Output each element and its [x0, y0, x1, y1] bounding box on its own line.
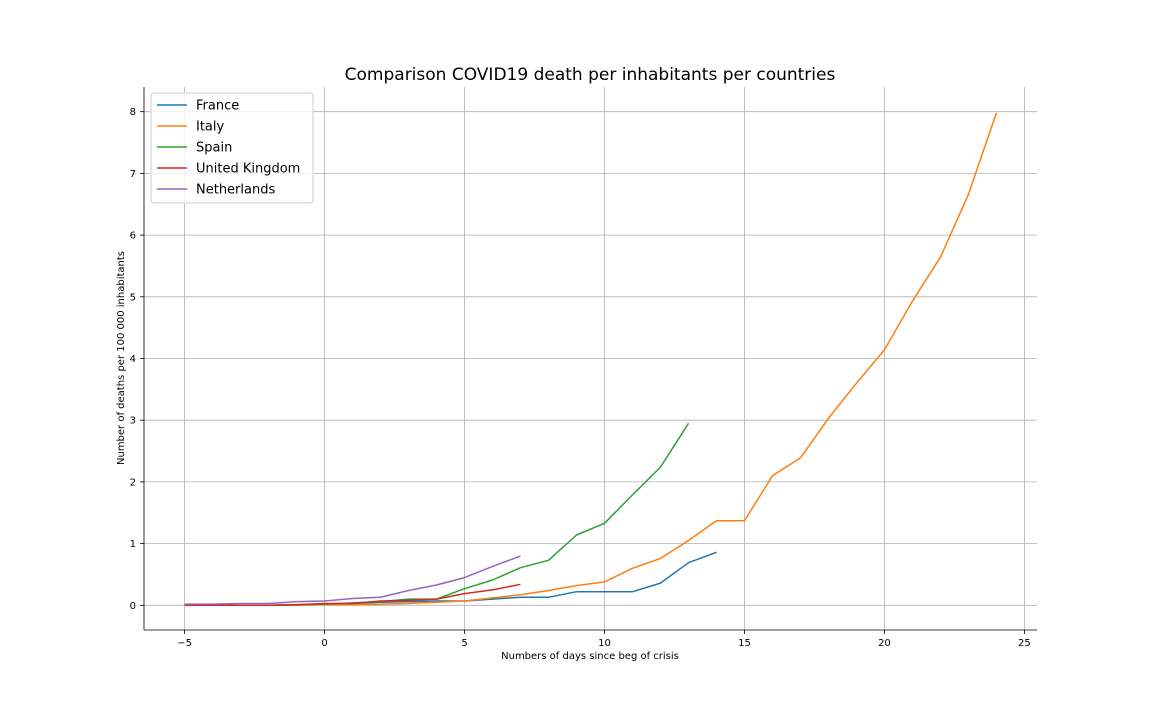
y-tick-label: 6	[130, 231, 136, 242]
x-axis-ticks: −5 0 5 10 15 20 25	[177, 630, 1031, 649]
y-axis-ticks: 0 1 2 3 4 5 6 7 8	[130, 107, 144, 612]
y-tick-label: 3	[130, 416, 136, 427]
grid-lines	[144, 87, 1037, 630]
series-line-netherlands	[184, 555, 521, 605]
x-tick-label: 10	[598, 638, 611, 649]
legend-label-france: France	[196, 99, 239, 114]
series-lines	[184, 112, 998, 607]
x-tick-label: 5	[461, 638, 467, 649]
legend-frame	[150, 92, 314, 204]
y-tick-label: 2	[130, 477, 136, 488]
y-tick-label: 1	[130, 539, 136, 550]
x-tick-label: 25	[1018, 638, 1031, 649]
legend-label-netherlands: Netherlands	[196, 183, 275, 198]
series-line-france	[184, 551, 717, 607]
y-axis-label: Number of deaths per 100 000 inhabitants	[116, 251, 127, 465]
x-tick-label: 20	[878, 638, 891, 649]
y-tick-label: 4	[130, 354, 136, 365]
y-tick-label: 5	[130, 292, 136, 303]
chart-title: Comparison COVID19 death per inhabitants…	[345, 65, 836, 85]
legend: France Italy Spain United Kingdom Netherland…	[150, 92, 314, 204]
y-tick-label: 8	[130, 107, 136, 118]
x-tick-label: 15	[738, 638, 751, 649]
legend-label-spain: Spain	[196, 141, 232, 156]
x-tick-label: 0	[321, 638, 327, 649]
x-tick-label: −5	[177, 638, 192, 649]
y-tick-label: 0	[130, 601, 136, 612]
y-tick-label: 7	[130, 169, 136, 180]
x-axis-label: Numbers of days since beg of crisis	[501, 651, 679, 662]
legend-label-italy: Italy	[196, 120, 225, 135]
legend-label-united-kingdom: United Kingdom	[196, 162, 300, 177]
series-line-united-kingdom	[184, 583, 521, 607]
